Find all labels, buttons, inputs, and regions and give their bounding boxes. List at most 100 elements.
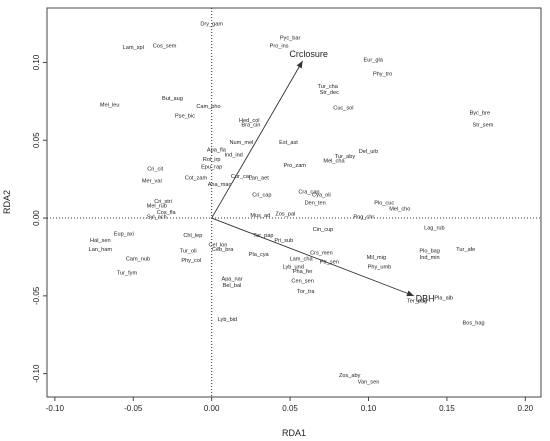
env-arrow-label: Crclosure bbox=[289, 49, 328, 59]
species-label: Est_ast bbox=[279, 140, 298, 146]
species-label: Phy_tro bbox=[373, 71, 392, 77]
species-label: Crs_men bbox=[310, 250, 333, 256]
species-label: Lan_aet bbox=[249, 176, 270, 182]
reference-lines bbox=[47, 8, 541, 397]
species-label: Lan_ham bbox=[89, 247, 113, 253]
species-label: Plo_bag bbox=[419, 249, 440, 255]
species-label: Pri_sub bbox=[274, 238, 293, 244]
species-label: Tur_aby bbox=[335, 154, 356, 160]
species-label: Pse_bic bbox=[175, 113, 195, 119]
env-arrow bbox=[211, 60, 304, 219]
species-label: Pla_cya bbox=[249, 252, 270, 258]
species-label: Van_sen bbox=[358, 379, 380, 385]
species-label: Ceb_bra bbox=[212, 247, 234, 253]
species-label: Phy_col bbox=[181, 258, 201, 264]
y-axis: -0.10 -0.05 0.00 0.05 0.10 bbox=[32, 54, 47, 383]
species-label: Pro_ins bbox=[270, 43, 289, 49]
species-label: Phy_umb bbox=[368, 264, 392, 270]
species-label: Ana_mac bbox=[208, 182, 232, 188]
species-label: Byc_bre bbox=[470, 110, 491, 116]
species-label: Tur_fym bbox=[117, 271, 138, 277]
x-tick-label: 0.15 bbox=[439, 404, 455, 413]
species-label: Str_dec bbox=[320, 90, 339, 96]
env-arrow-label: DBH bbox=[416, 294, 435, 304]
species-label: Ptr_sen bbox=[320, 260, 339, 266]
species-label: Zos_pal bbox=[275, 211, 295, 217]
species-label: Mel_cho bbox=[389, 207, 410, 213]
species-label: Bos_hag bbox=[463, 320, 485, 326]
species-label: Pha_fer bbox=[293, 269, 313, 275]
species-label: Ind_min bbox=[420, 255, 440, 261]
species-label: Chl_lep bbox=[183, 233, 202, 239]
species-label: Bra_cin bbox=[241, 123, 260, 129]
species-label: Ind_ind bbox=[224, 152, 242, 158]
species-label: Tur_cha bbox=[318, 84, 339, 90]
species-label: Cri_cap bbox=[252, 193, 271, 199]
y-tick-label: 0.00 bbox=[32, 210, 41, 226]
species-label: Del_urb bbox=[359, 149, 379, 155]
species-label: Cot_zam bbox=[185, 176, 208, 182]
x-tick-label: 0.05 bbox=[282, 404, 298, 413]
y-tick-label: -0.05 bbox=[32, 286, 41, 305]
species-label: Dry_gam bbox=[200, 22, 223, 28]
species-label: Plo_cuc bbox=[374, 201, 394, 207]
species-label: Hal_sen bbox=[90, 238, 111, 244]
y-tick-label: 0.10 bbox=[32, 54, 41, 70]
species-label: Lam_spl bbox=[123, 45, 144, 51]
species-label: Rol_irp bbox=[203, 157, 221, 163]
x-tick-label: 0.20 bbox=[518, 404, 534, 413]
species-label: Pro_zam bbox=[284, 163, 307, 169]
y-tick-label: 0.05 bbox=[32, 132, 41, 148]
species-label: Tor_tra bbox=[297, 289, 315, 295]
species-label: Hed_col bbox=[239, 118, 260, 124]
species-label: Apa_nar bbox=[221, 277, 242, 283]
species-label: Den_ten bbox=[305, 201, 326, 207]
species-label: Lam_cha bbox=[290, 257, 314, 263]
species-label: Num_mel bbox=[229, 140, 253, 146]
species-label: Cam_nub bbox=[126, 257, 150, 263]
species-label: Cra_cap bbox=[298, 190, 319, 196]
species-label: Cri_cit bbox=[147, 166, 163, 172]
x-tick-label: 0.00 bbox=[204, 404, 220, 413]
species-label: Cos_sem bbox=[153, 43, 177, 49]
y-axis-title: RDA2 bbox=[2, 190, 12, 214]
species-label: Mer_var bbox=[142, 179, 163, 185]
species-label: Pla_alb bbox=[434, 295, 453, 301]
species-label: Ter_pap bbox=[253, 233, 273, 239]
species-label: Lag_rub bbox=[424, 225, 445, 231]
species-label: Str_sem bbox=[473, 123, 494, 129]
species-label: Bel_bal bbox=[223, 283, 242, 289]
species-label: Ter_pag bbox=[407, 299, 427, 305]
species-label: Zos_aby bbox=[339, 373, 361, 379]
species-label: Mil_mig bbox=[367, 255, 386, 261]
species-label: Cam_pho bbox=[196, 104, 220, 110]
species-label: Cel_lon bbox=[208, 243, 227, 249]
species-label: Pog_chr bbox=[353, 215, 374, 221]
x-tick-label: -0.05 bbox=[124, 404, 143, 413]
plot-frame bbox=[46, 7, 542, 398]
species-label: Tur_oli bbox=[180, 249, 197, 255]
species-label: Lyb_bid bbox=[218, 317, 237, 323]
species-label: Syl_ach bbox=[147, 215, 167, 221]
species-label: Cos_fla bbox=[157, 210, 177, 216]
species-label: Cen_sen bbox=[291, 278, 313, 284]
environment-arrows: Crclosure DBH bbox=[211, 49, 435, 304]
species-label: Pyc_bar bbox=[280, 36, 301, 42]
species-label: Mel_cha bbox=[323, 158, 345, 164]
species-label: Cuc_sol bbox=[333, 106, 353, 112]
species-label: Eup_axi bbox=[114, 232, 134, 238]
species-label: Cri_stri bbox=[154, 199, 172, 205]
species-label: Tur_afe bbox=[456, 247, 475, 253]
species-label: But_aug bbox=[162, 96, 183, 102]
species-label: Cur_can bbox=[231, 174, 252, 180]
species-label: Cin_cup bbox=[313, 227, 334, 233]
species-label: Epu_rap bbox=[201, 165, 222, 171]
species-label: Mus_ad bbox=[250, 213, 270, 219]
x-tick-label: -0.10 bbox=[46, 404, 65, 413]
y-tick-label: -0.10 bbox=[32, 364, 41, 383]
species-label: Apa_fla bbox=[207, 148, 227, 154]
x-tick-label: 0.10 bbox=[361, 404, 377, 413]
species-label: Cya_oli bbox=[312, 193, 331, 199]
